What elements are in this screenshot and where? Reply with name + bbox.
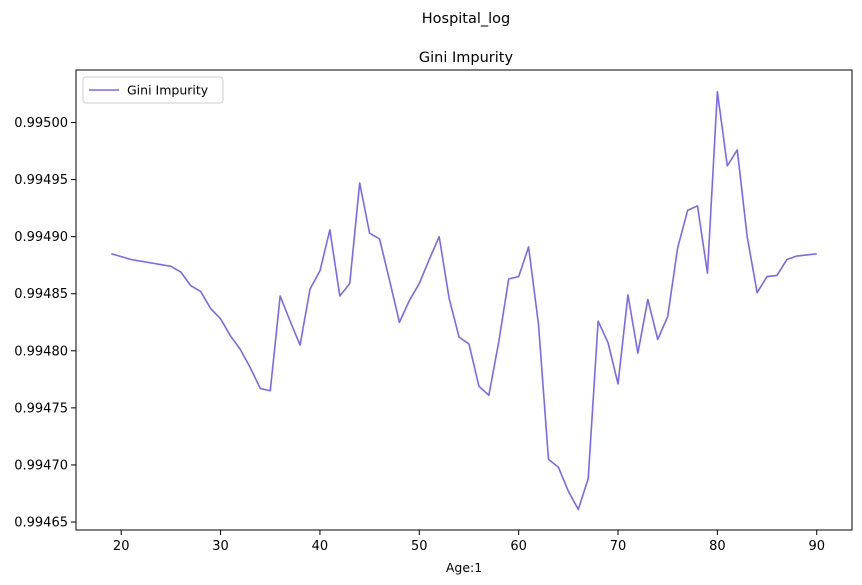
plot-area: 20 30 40 50 60 70 80 90 0.994650.994700.994750.… bbox=[14, 69, 853, 554]
y-tick-label: 0.99470 bbox=[14, 458, 68, 473]
x-tick-label: 90 bbox=[808, 539, 825, 554]
y-tick-label: 0.99475 bbox=[14, 401, 68, 416]
chart-suptitle: Hospital_log bbox=[422, 11, 511, 27]
y-tick-label: 0.99490 bbox=[14, 230, 68, 245]
y-tick-label: 0.99500 bbox=[14, 116, 68, 131]
legend: Gini Impurity bbox=[82, 76, 224, 104]
y-axis: 0.99465 0.99470 0.99475 0.99480 0.99485 0.994… bbox=[14, 116, 76, 531]
x-tick-label: 20 bbox=[113, 539, 130, 554]
x-tick-label: 50 bbox=[411, 539, 428, 554]
y-tick-label: 0.99480 bbox=[14, 344, 68, 359]
legend-entry-label: Gini Impurity bbox=[127, 83, 209, 98]
chart-title: Gini Impurity bbox=[419, 50, 514, 66]
series-layer bbox=[111, 90, 817, 511]
x-tick-label: 70 bbox=[610, 539, 627, 554]
x-tick-label: 60 bbox=[510, 539, 527, 554]
series-line-gini-impurity bbox=[111, 90, 817, 511]
x-axis: 20 30 40 50 60 70 80 90 bbox=[113, 530, 825, 554]
plot-frame bbox=[75, 69, 853, 531]
y-tick-label: 0.99495 bbox=[14, 173, 68, 188]
legend-frame bbox=[82, 76, 224, 104]
x-tick-label: 40 bbox=[312, 539, 329, 554]
x-tick-label: 30 bbox=[212, 539, 229, 554]
x-axis-label: Age:1 bbox=[446, 560, 482, 575]
y-tick-label: 0.99465 bbox=[14, 516, 68, 531]
y-tick-label: 0.99485 bbox=[14, 287, 68, 302]
x-tick-label: 80 bbox=[709, 539, 726, 554]
